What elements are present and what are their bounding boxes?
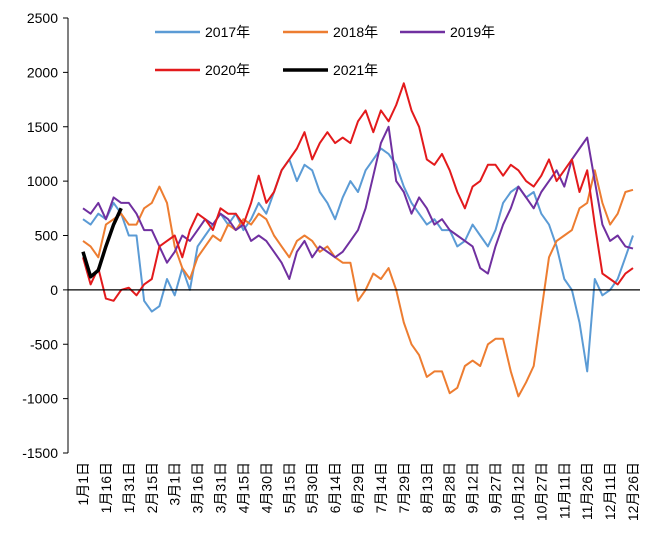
x-tick-label: 6月29日 — [350, 462, 366, 513]
x-tick-label: 4月30日 — [258, 462, 274, 513]
x-tick-label: 3月31日 — [213, 462, 229, 513]
legend-label: 2017年 — [205, 24, 250, 40]
x-tick-label: 10月12日 — [510, 462, 526, 521]
legend-label: 2018年 — [333, 24, 378, 40]
x-tick-label: 2月15日 — [144, 462, 160, 513]
series-line — [82, 82, 634, 302]
y-tick-label: 1000 — [27, 173, 58, 189]
x-tick-label: 11月11日 — [556, 462, 572, 519]
x-tick-label: 1月16日 — [98, 462, 114, 513]
x-tick-label: 11月26日 — [579, 462, 595, 520]
y-tick-label: 500 — [35, 228, 59, 244]
x-tick-label: 3月1日 — [167, 462, 183, 506]
y-tick-label: 0 — [50, 282, 58, 298]
x-tick-label: 4月15日 — [235, 462, 251, 513]
x-tick-label: 8月13日 — [419, 462, 435, 513]
x-tick-label: 1月1日 — [75, 462, 91, 506]
x-tick-label: 7月29日 — [396, 462, 412, 513]
x-tick-label: 5月15日 — [281, 462, 297, 513]
x-tick-label: 12月26日 — [625, 462, 641, 521]
y-tick-label: -1500 — [22, 445, 58, 461]
x-tick-label: 12月11日 — [602, 462, 618, 520]
y-tick-label: 2000 — [27, 64, 58, 80]
series-line — [82, 125, 634, 280]
legend-label: 2020年 — [205, 62, 250, 78]
x-tick-label: 8月28日 — [442, 462, 458, 513]
y-tick-label: 2500 — [27, 10, 58, 26]
x-tick-label: 1月31日 — [121, 462, 137, 513]
x-tick-label: 6月14日 — [327, 462, 343, 513]
y-tick-label: -500 — [30, 336, 58, 352]
x-tick-label: 9月12日 — [465, 462, 481, 513]
x-tick-label: 9月27日 — [488, 462, 504, 513]
y-tick-label: 1500 — [27, 119, 58, 135]
y-tick-label: -1000 — [22, 391, 58, 407]
legend-label: 2019年 — [450, 24, 495, 40]
x-tick-label: 5月30日 — [304, 462, 320, 513]
legend-label: 2021年 — [333, 62, 378, 78]
series-line — [82, 169, 634, 398]
x-tick-label: 10月27日 — [533, 462, 549, 521]
x-tick-label: 3月16日 — [190, 462, 206, 513]
series-line — [82, 147, 634, 373]
x-tick-label: 7月14日 — [373, 462, 389, 513]
series-line — [81, 207, 123, 279]
